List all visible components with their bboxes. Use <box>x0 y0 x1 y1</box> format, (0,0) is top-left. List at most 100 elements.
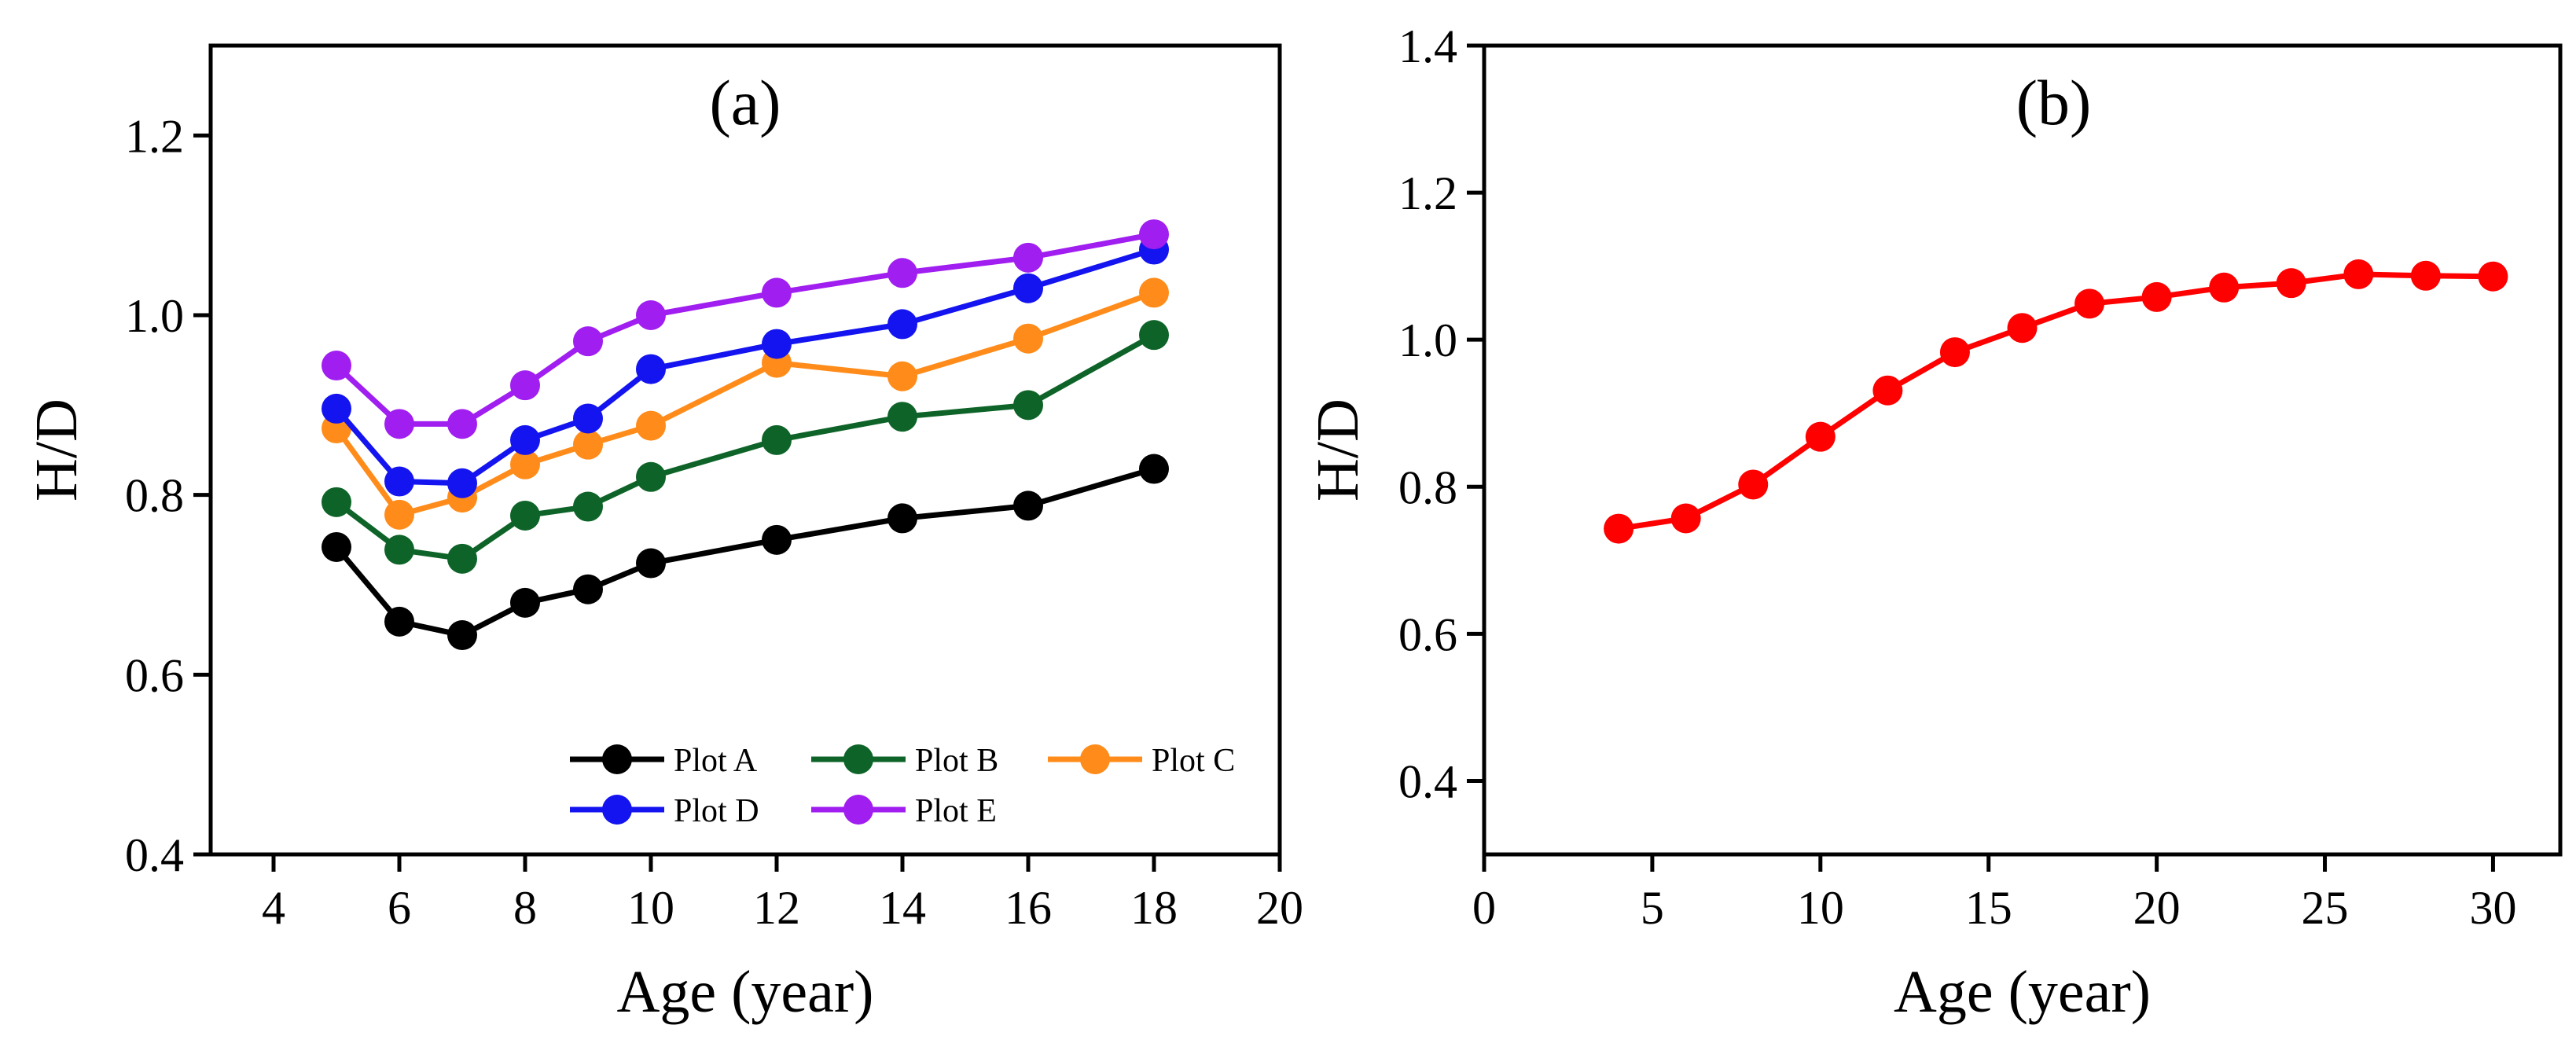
data-point <box>2478 261 2508 292</box>
series-line <box>334 290 1156 518</box>
data-point <box>762 329 792 359</box>
data-point <box>636 461 666 492</box>
y-tick-label: 1.0 <box>125 290 184 342</box>
y-tick-label: 1.2 <box>1398 167 1457 219</box>
data-point <box>573 429 603 460</box>
data-point <box>322 351 351 381</box>
data-point <box>1139 320 1169 351</box>
legend-marker <box>843 795 873 825</box>
data-point <box>573 326 603 357</box>
data-point <box>447 468 477 498</box>
data-point <box>887 503 917 534</box>
chart-panel-a: 4 6 8 10 12 14 16 18 20 0.4 0.6 0.8 1.0 1.2 Age (year)… <box>24 43 1303 1025</box>
data-point <box>1013 273 1043 303</box>
series-line <box>334 231 1155 427</box>
data-point <box>447 409 477 439</box>
data-point <box>510 370 540 401</box>
x-tick-label: 10 <box>627 882 674 934</box>
series-h-d <box>1604 259 2508 544</box>
series-plot-d <box>322 234 1169 498</box>
y-tick-label: 1.4 <box>1398 20 1457 72</box>
x-tick-label: 25 <box>2302 882 2349 934</box>
x-tick-label: 18 <box>1130 882 1178 934</box>
data-point <box>1013 323 1043 354</box>
data-point <box>510 449 540 479</box>
data-point <box>1738 469 1769 500</box>
data-point <box>384 466 414 497</box>
x-tick-label: 4 <box>262 882 285 934</box>
x-tick-label: 15 <box>1965 882 2012 934</box>
data-point <box>1670 503 1701 534</box>
data-point <box>447 543 477 574</box>
legend-item: Plot D <box>570 793 759 829</box>
data-point <box>322 487 351 517</box>
x-axis-title: Age (year) <box>616 959 873 1025</box>
y-tick-label: 0.6 <box>1398 608 1457 660</box>
data-point <box>384 409 414 439</box>
y-tick-label: 0.8 <box>1398 461 1457 513</box>
data-point <box>887 258 917 288</box>
data-point <box>1013 242 1043 273</box>
data-point <box>1872 375 1903 406</box>
y-tick-label: 0.4 <box>125 829 184 881</box>
series-plot-e <box>322 219 1169 439</box>
y-axis-title: H/D <box>1305 399 1371 501</box>
x-tick-label: 30 <box>2469 882 2516 934</box>
data-point <box>2141 281 2172 312</box>
data-point <box>1013 490 1043 521</box>
chart-panel-b: 0 5 10 15 20 25 30 0.4 0.6 0.8 1.0 1.2 1.4 Age (year)… <box>1305 20 2563 1025</box>
series-line <box>334 247 1156 487</box>
x-tick-label: 12 <box>753 882 800 934</box>
legend-label: Plot E <box>915 793 997 829</box>
data-point <box>636 354 666 384</box>
x-tick-label: 16 <box>1005 882 1052 934</box>
y-tick-label: 0.8 <box>125 470 184 522</box>
legend-item: Plot C <box>1048 743 1235 779</box>
y-tick-label: 1.0 <box>1398 314 1457 366</box>
data-point <box>2007 313 2038 343</box>
x-tick-label: 6 <box>388 882 411 934</box>
series-line <box>334 332 1156 562</box>
legend: Plot A Plot B Plot C Plot D Plot E <box>570 743 1235 829</box>
data-point <box>636 410 666 441</box>
data-point <box>887 402 917 432</box>
data-point <box>636 548 666 579</box>
data-point <box>1939 337 1970 368</box>
data-point <box>887 309 917 340</box>
legend-marker <box>1080 744 1110 774</box>
data-point <box>2343 259 2374 289</box>
y-axis-title: H/D <box>24 399 90 501</box>
data-point <box>887 361 917 391</box>
series-line <box>334 466 1155 638</box>
x-axis-title: Age (year) <box>1894 959 2151 1025</box>
x-tick-label: 8 <box>513 882 537 934</box>
data-point <box>573 574 603 604</box>
panel-label: (b) <box>2016 67 2092 138</box>
legend-label: Plot B <box>915 743 998 779</box>
data-point <box>2074 288 2105 319</box>
data-point <box>762 424 792 455</box>
legend-item: Plot B <box>811 743 998 779</box>
data-point <box>510 500 540 531</box>
data-point <box>384 535 414 565</box>
data-point <box>322 393 351 424</box>
data-point <box>510 424 540 455</box>
x-tick-label: 5 <box>1641 882 1664 934</box>
legend-marker <box>602 744 632 774</box>
data-point <box>573 491 603 522</box>
y-tick-label: 0.4 <box>1398 755 1457 807</box>
data-point <box>1139 277 1169 308</box>
y-tick-label: 1.2 <box>125 110 184 162</box>
data-point <box>762 524 792 555</box>
data-point <box>1805 421 1836 452</box>
data-point <box>1604 513 1634 544</box>
legend-label: Plot C <box>1152 743 1235 779</box>
data-point <box>1013 390 1043 421</box>
x-tick-label: 10 <box>1797 882 1844 934</box>
data-point <box>384 606 414 637</box>
series-plot-a <box>322 454 1169 651</box>
data-point <box>384 499 414 530</box>
data-point <box>573 403 603 434</box>
data-point <box>2410 260 2441 291</box>
